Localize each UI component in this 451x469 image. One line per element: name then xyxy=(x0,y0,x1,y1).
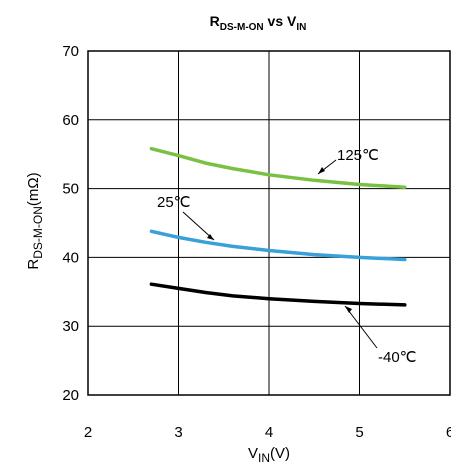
chart-title-mid: vs V xyxy=(264,13,297,29)
y-axis-label-sub: DS-M-ON xyxy=(31,206,45,259)
annotation-arrow-neg40 xyxy=(344,305,378,349)
series-line-0 xyxy=(149,146,407,189)
x-tick-labels: 2 3 4 5 6 xyxy=(84,424,451,441)
x-axis-label-tail: (V) xyxy=(270,445,290,462)
arrowhead-125 xyxy=(318,167,325,174)
x-tick-label: 5 xyxy=(355,424,363,441)
arrowhead-neg40 xyxy=(345,306,352,313)
chart-title-main: R xyxy=(210,13,220,29)
x-axis-label-main: V xyxy=(248,445,258,462)
y-tick-label: 30 xyxy=(62,318,79,335)
y-tick-label: 50 xyxy=(62,181,79,198)
y-tick-labels: 20 30 40 50 60 70 xyxy=(62,43,79,404)
y-axis-label-tail: (mΩ) xyxy=(25,172,42,206)
y-tick-label: 40 xyxy=(62,249,79,266)
x-tick-label: 6 xyxy=(446,424,451,441)
annotation-arrow-25 xyxy=(182,211,215,241)
x-axis-label-sub: IN xyxy=(258,451,270,465)
chart-title-sub: DS-M-ON xyxy=(220,22,264,33)
series-line-1 xyxy=(149,229,407,262)
chart-title: RDS-M-ON vs VIN xyxy=(210,13,307,33)
y-tick-label: 60 xyxy=(62,112,79,129)
y-axis-label: RDS-M-ON(mΩ) xyxy=(25,172,45,269)
x-tick-label: 4 xyxy=(265,424,273,441)
series-line-2 xyxy=(149,282,407,307)
x-axis-label: VIN(V) xyxy=(248,445,290,465)
y-tick-label: 20 xyxy=(62,387,79,404)
label-25: 25℃ xyxy=(157,194,191,211)
label-125: 125℃ xyxy=(337,147,379,164)
grid xyxy=(88,51,450,395)
plot-frame xyxy=(87,50,451,396)
x-tick-label: 2 xyxy=(84,424,92,441)
label-neg40: -40℃ xyxy=(378,349,417,366)
y-axis-label-main: R xyxy=(25,259,42,270)
chart-title-sub2: IN xyxy=(296,22,306,33)
annotations: 125℃ 25℃ -40℃ xyxy=(157,147,417,366)
y-tick-label: 70 xyxy=(62,43,79,60)
x-tick-label: 3 xyxy=(174,424,182,441)
series-lines xyxy=(149,146,407,307)
arrowhead-25 xyxy=(207,234,214,240)
